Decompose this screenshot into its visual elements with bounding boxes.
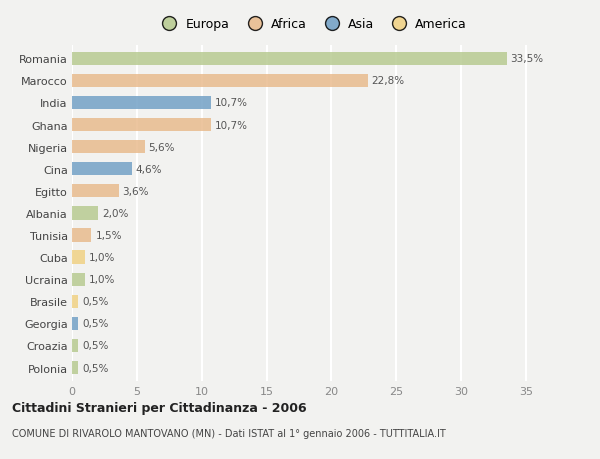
Bar xyxy=(72,295,79,308)
Bar xyxy=(72,185,119,198)
Text: 22,8%: 22,8% xyxy=(371,76,405,86)
Bar xyxy=(72,163,131,176)
Bar xyxy=(72,229,91,242)
Text: 5,6%: 5,6% xyxy=(149,142,175,152)
Text: 10,7%: 10,7% xyxy=(215,120,248,130)
Bar xyxy=(72,141,145,154)
Text: 0,5%: 0,5% xyxy=(82,319,109,329)
Text: 3,6%: 3,6% xyxy=(122,186,149,196)
Text: 2,0%: 2,0% xyxy=(102,208,128,218)
Bar xyxy=(72,74,368,88)
Text: 1,5%: 1,5% xyxy=(95,230,122,241)
Text: 1,0%: 1,0% xyxy=(89,252,115,263)
Text: 1,0%: 1,0% xyxy=(89,274,115,285)
Text: COMUNE DI RIVAROLO MANTOVANO (MN) - Dati ISTAT al 1° gennaio 2006 - TUTTITALIA.I: COMUNE DI RIVAROLO MANTOVANO (MN) - Dati… xyxy=(12,428,446,438)
Bar xyxy=(72,361,79,375)
Text: Cittadini Stranieri per Cittadinanza - 2006: Cittadini Stranieri per Cittadinanza - 2… xyxy=(12,401,307,414)
Legend: Europa, Africa, Asia, America: Europa, Africa, Asia, America xyxy=(152,13,472,36)
Bar xyxy=(72,273,85,286)
Bar xyxy=(72,96,211,110)
Text: 0,5%: 0,5% xyxy=(82,297,109,307)
Bar xyxy=(72,317,79,330)
Text: 33,5%: 33,5% xyxy=(511,54,544,64)
Text: 0,5%: 0,5% xyxy=(82,341,109,351)
Bar xyxy=(72,207,98,220)
Text: 10,7%: 10,7% xyxy=(215,98,248,108)
Text: 0,5%: 0,5% xyxy=(82,363,109,373)
Bar xyxy=(72,52,506,66)
Bar xyxy=(72,118,211,132)
Bar xyxy=(72,339,79,353)
Bar xyxy=(72,251,85,264)
Text: 4,6%: 4,6% xyxy=(136,164,162,174)
